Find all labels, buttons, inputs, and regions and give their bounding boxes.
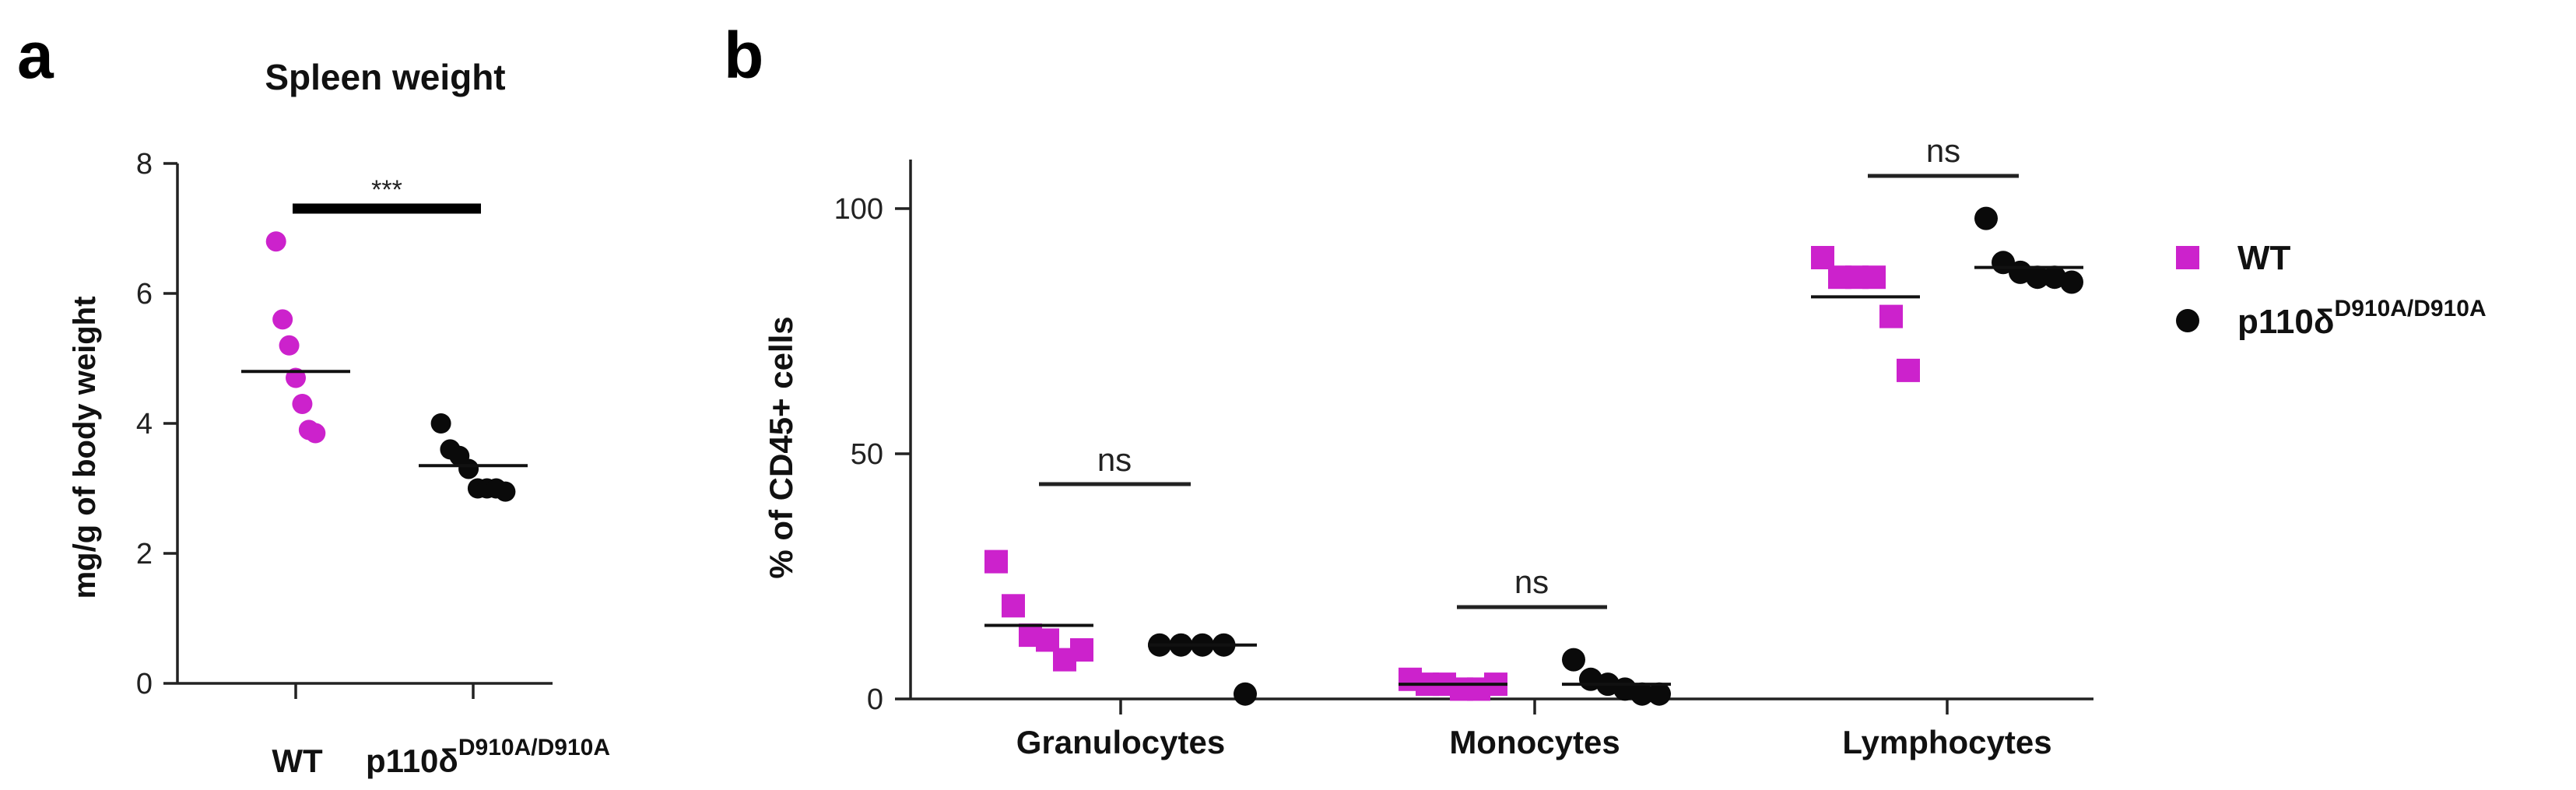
panel-a-x-label-mut: p110δD910A/D910A xyxy=(366,735,610,779)
panel-b-x-label-granulocytes: Granulocytes xyxy=(1016,724,1225,760)
panel-b-legend: WT p110δD910A/D910A xyxy=(2176,239,2487,341)
panel-a-significance-label: *** xyxy=(371,175,402,205)
panel-a-x-label-wt: WT xyxy=(272,743,323,779)
panel-a-y-tick-label: 8 xyxy=(136,148,153,181)
legend-label-wt: WT xyxy=(2237,239,2291,277)
panel-a-y-tick-label: 0 xyxy=(136,668,153,700)
panel-a: a Spleen weight mg/g of body weight 0 2 4 6… xyxy=(17,19,610,779)
panel-a-letter: a xyxy=(17,19,54,92)
panel-a-y-tick-label: 4 xyxy=(136,408,153,441)
panel-b-point-wt-granulocytes xyxy=(1036,628,1059,652)
panel-b-significance-label-lymphocytes: ns xyxy=(1926,132,1960,169)
panel-b-point-mut-lymphocytes xyxy=(2026,265,2049,290)
panel-b-point-wt-lymphocytes xyxy=(1897,358,1920,382)
panel-b-point-mut-monocytes xyxy=(1630,682,1654,706)
panel-a-y-tick-label: 6 xyxy=(136,278,153,311)
panel-a-y-ticks: 0 2 4 6 8 xyxy=(136,148,177,700)
panel-b-point-mut-monocytes xyxy=(1648,682,1671,706)
panel-b-point-wt-granulocytes xyxy=(1002,594,1025,618)
panel-a-point-mut xyxy=(495,481,516,502)
panel-b-point-mut-granulocytes xyxy=(1234,682,1257,706)
panel-a-x-label-mut-superscript: D910A/D910A xyxy=(458,735,610,760)
panel-b-y-ticks: 0 50 100 xyxy=(834,193,911,716)
panel-b: b % of CD45+ cells 0 50 100 ns ns ns Granu… xyxy=(724,19,2487,760)
legend-label-mut-superscript: D910A/D910A xyxy=(2335,296,2487,321)
legend-mut-circle-marker xyxy=(2176,309,2199,332)
panel-a-y-axis-label: mg/g of body weight xyxy=(68,297,102,599)
panel-b-point-mut-lymphocytes xyxy=(2060,270,2083,294)
panel-b-x-label-monocytes: Monocytes xyxy=(1449,724,1620,760)
panel-b-point-mut-lymphocytes xyxy=(1974,206,1998,230)
panel-b-y-tick-label: 0 xyxy=(867,683,883,716)
panel-a-y-tick-label: 2 xyxy=(136,538,153,571)
panel-b-y-axis-label: % of CD45+ cells xyxy=(763,316,799,578)
panel-a-x-label-mut-base: p110δ xyxy=(366,743,458,779)
panel-b-point-mut-monocytes xyxy=(1562,648,1585,672)
panel-a-point-mut xyxy=(458,458,479,479)
panel-b-letter: b xyxy=(724,19,763,92)
panel-b-x-label-lymphocytes: Lymphocytes xyxy=(1842,724,2051,760)
panel-b-y-tick-label: 50 xyxy=(851,438,883,471)
panel-a-point-wt xyxy=(265,231,286,252)
panel-a-point-mut xyxy=(430,413,451,434)
panel-b-point-wt-lymphocytes xyxy=(1862,265,1886,290)
panel-b-data-marks xyxy=(984,206,2083,706)
legend-label-mut-base: p110δ xyxy=(2237,303,2335,341)
panel-a-title: Spleen weight xyxy=(265,57,505,97)
panel-b-significance-label-monocytes: ns xyxy=(1514,564,1549,600)
panel-a-point-wt xyxy=(292,393,313,414)
panel-a-point-wt xyxy=(305,423,326,444)
panel-a-point-wt xyxy=(279,335,300,356)
legend-label-mut: p110δD910A/D910A xyxy=(2237,296,2487,341)
panel-b-point-wt-lymphocytes xyxy=(1811,246,1834,269)
panel-b-point-wt-lymphocytes xyxy=(1879,304,1903,328)
panel-b-point-wt-granulocytes xyxy=(984,549,1008,574)
panel-a-point-wt xyxy=(272,309,293,330)
panel-b-y-tick-label: 100 xyxy=(834,193,883,226)
panel-a-data-marks xyxy=(241,231,528,502)
legend-wt-square-marker xyxy=(2176,246,2199,269)
panel-b-point-wt-granulocytes xyxy=(1070,638,1093,662)
panel-b-significance-label-granulocytes: ns xyxy=(1097,441,1132,478)
